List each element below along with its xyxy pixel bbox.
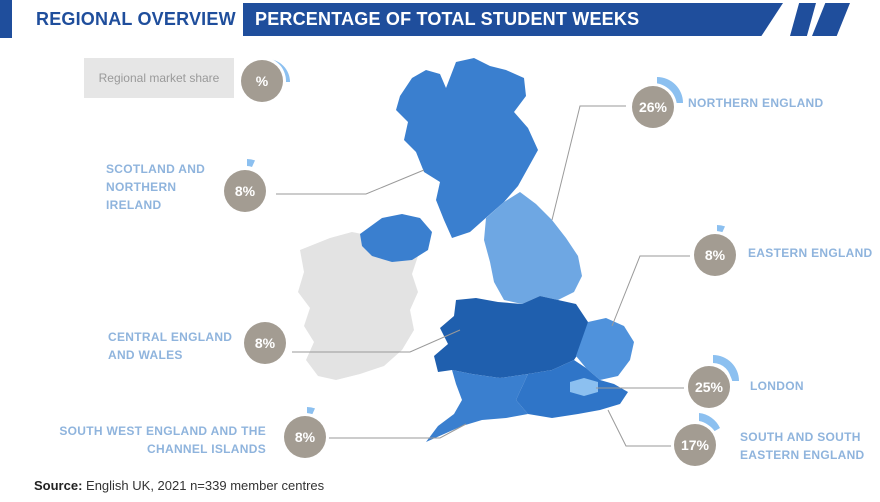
eastern-label: EASTERN ENGLAND	[748, 246, 873, 260]
northern-label: NORTHERN ENGLAND	[688, 96, 824, 110]
chart-header: PERCENTAGE OF TOTAL STUDENT WEEKS	[243, 3, 783, 36]
scotland-label-line1: SCOTLAND AND	[106, 162, 206, 176]
scotland-shape	[396, 58, 538, 238]
connector-eastern	[611, 255, 690, 327]
sw-arc	[307, 407, 315, 415]
london-circle: 25%	[688, 366, 730, 408]
header-accent-bar	[0, 0, 12, 38]
connector-lines	[276, 105, 690, 447]
northern-ireland-shape	[360, 214, 432, 262]
northern-arc	[657, 77, 683, 103]
sse-circle: 17%	[674, 424, 716, 466]
scotland-label-line2: NORTHERN	[106, 180, 177, 194]
connector-scotland	[276, 169, 425, 195]
sw-label-line2: CHANNEL ISLANDS	[147, 442, 266, 456]
section-title: REGIONAL OVERVIEW	[36, 8, 236, 29]
ireland-shape	[298, 228, 418, 380]
northern-value: 26%	[638, 99, 668, 115]
scotland-value: 8%	[234, 183, 256, 199]
connector-northern	[551, 105, 626, 221]
london-value: 25%	[694, 379, 724, 395]
sw-label-line1: SOUTH WEST ENGLAND AND THE	[59, 424, 266, 438]
central-label: CENTRAL ENGLAND AND WALES	[108, 328, 232, 364]
sw-label: SOUTH WEST ENGLAND AND THE CHANNEL ISLAN…	[50, 422, 266, 458]
central-label-line1: CENTRAL ENGLAND	[108, 330, 233, 344]
sse-arc	[699, 413, 720, 432]
connector-central	[292, 329, 461, 353]
eastern-england-shape	[576, 318, 634, 380]
section-header: REGIONAL OVERVIEW	[0, 0, 236, 38]
sw-circle: 8%	[284, 416, 326, 458]
scotland-arc	[247, 159, 255, 167]
central-circle: 8%	[244, 322, 286, 364]
source-note: Source: English UK, 2021 n=339 member ce…	[34, 478, 324, 493]
connector-sw	[324, 423, 467, 439]
northern-england-shape	[484, 192, 582, 304]
sse-label-line1: SOUTH AND SOUTH	[740, 430, 861, 444]
london-arc	[713, 355, 739, 381]
northern-circle: 26%	[632, 86, 674, 128]
eastern-arc	[717, 225, 725, 233]
source-text: English UK, 2021 n=339 member centres	[82, 478, 325, 493]
south-west-shape	[426, 370, 528, 442]
eastern-circle: 8%	[694, 234, 736, 276]
scotland-circle: 8%	[224, 170, 266, 212]
central-value: 8%	[254, 335, 276, 351]
sse-value: 17%	[680, 437, 710, 453]
chart-title: PERCENTAGE OF TOTAL STUDENT WEEKS	[255, 9, 640, 29]
connector-sse	[607, 409, 672, 447]
london-shape	[570, 378, 598, 396]
london-label: LONDON	[750, 379, 804, 393]
legend-label: Regional market share	[98, 71, 220, 85]
central-england-wales-shape	[434, 296, 588, 378]
eastern-value: 8%	[704, 247, 726, 263]
central-label-line2: AND WALES	[108, 348, 183, 362]
scotland-label-line3: IRELAND	[106, 198, 162, 212]
scotland-label: SCOTLAND AND NORTHERN IRELAND	[106, 160, 205, 214]
source-prefix: Source:	[34, 478, 83, 493]
sw-value: 8%	[294, 429, 316, 445]
legend-symbol: %	[255, 73, 269, 89]
sse-label-line2: EASTERN ENGLAND	[740, 448, 865, 462]
sse-label: SOUTH AND SOUTH EASTERN ENGLAND	[740, 428, 865, 464]
legend-circle: %	[241, 60, 283, 102]
legend-box: Regional market share	[84, 58, 234, 98]
